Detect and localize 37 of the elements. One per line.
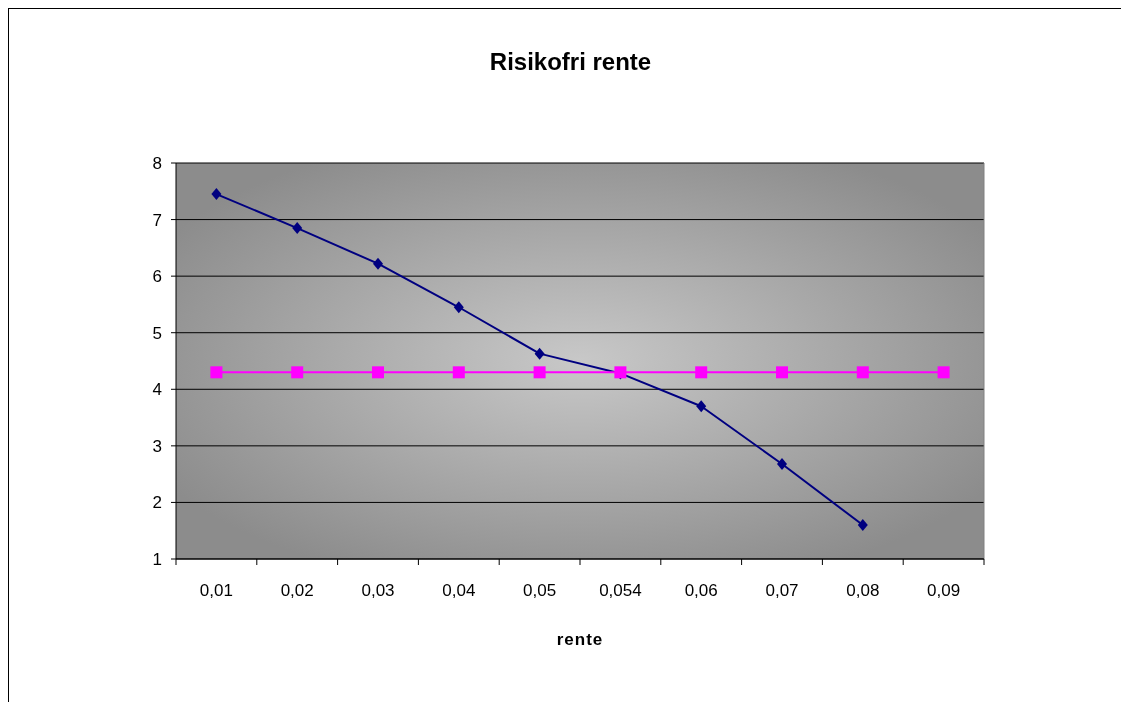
point: [372, 366, 384, 379]
x-tick-label: 0,054: [599, 581, 642, 600]
point: [291, 366, 304, 379]
x-tick-label: 0,01: [199, 581, 233, 600]
point: [292, 222, 303, 235]
x-tick-label: 0,03: [361, 581, 395, 600]
x-axis-title: rente: [556, 630, 604, 649]
point: [533, 366, 546, 379]
point: [695, 366, 708, 379]
x-tick-label: 0,06: [684, 581, 718, 600]
point: [696, 400, 707, 413]
y-tick-label: 3: [152, 436, 162, 456]
x-tick-label: 0,09: [927, 581, 961, 600]
chart-title: Risikofri rente: [489, 48, 652, 75]
point: [534, 347, 545, 360]
point: [453, 301, 464, 314]
point: [857, 519, 868, 532]
x-tick-label: 0,02: [280, 581, 314, 600]
y-tick-label: 6: [152, 267, 162, 287]
point: [211, 188, 222, 201]
point: [452, 366, 465, 379]
point: [776, 366, 788, 379]
point: [937, 366, 950, 379]
point: [856, 366, 869, 379]
x-tick-label: 0,08: [846, 581, 880, 600]
y-tick-label: 7: [152, 210, 162, 230]
y-tick-label: 8: [152, 153, 162, 173]
y-tick-label: 1: [152, 549, 162, 569]
y-tick-label: 4: [152, 380, 162, 400]
x-tick-label: 0,07: [765, 581, 799, 600]
x-tick-label: 0,05: [523, 581, 557, 600]
x-tick-label: 0,04: [442, 581, 476, 600]
y-tick-label: 2: [152, 493, 162, 513]
y-tick-label: 5: [152, 323, 162, 343]
point: [777, 457, 787, 470]
point: [373, 257, 383, 270]
point: [210, 366, 223, 379]
